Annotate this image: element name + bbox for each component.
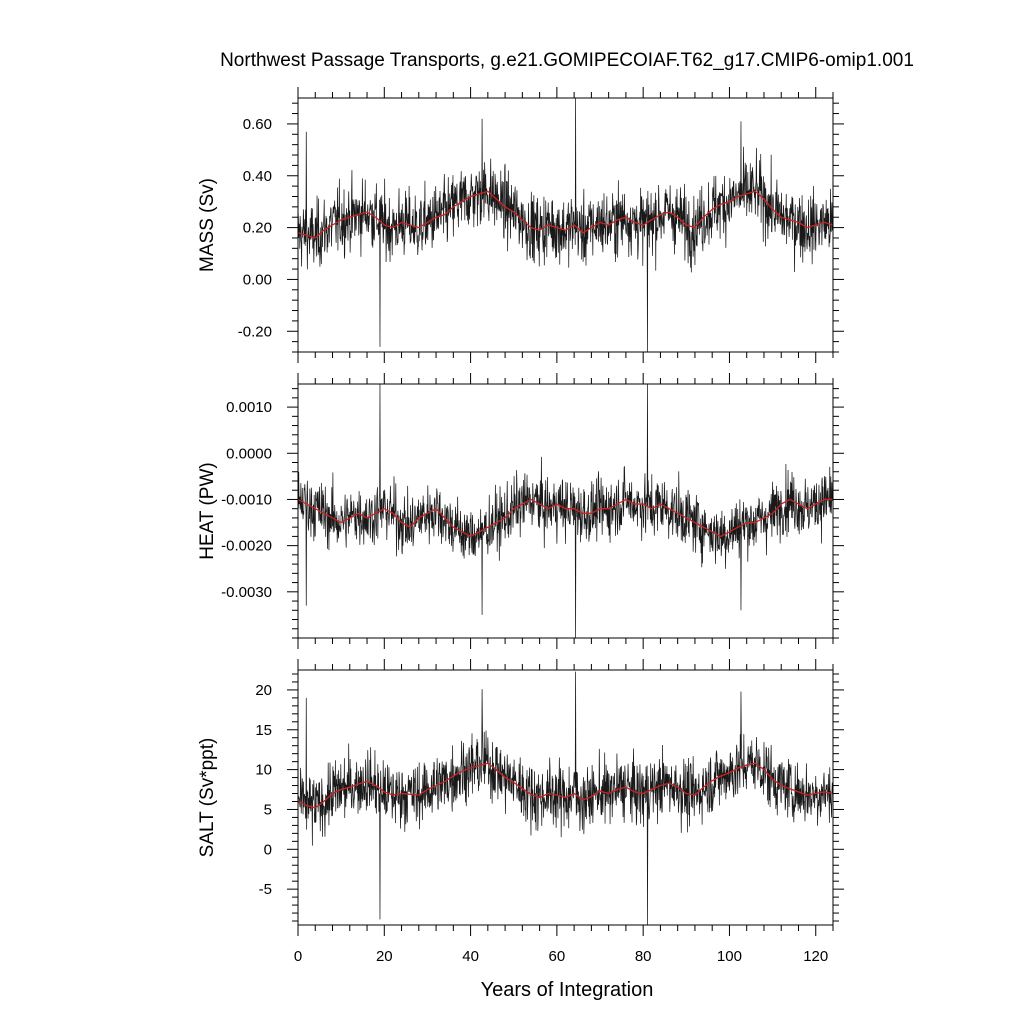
series-annual-mean-line [298,190,833,239]
y-tick-label: -0.0010 [221,491,272,508]
y-tick-label: 10 [255,762,272,779]
x-tick-label: 100 [717,948,742,965]
x-tick-label: 40 [462,948,479,965]
x-axis-label: Years of Integration [481,979,654,1001]
y-tick-label: -0.20 [238,323,272,340]
y-tick-label: 20 [255,682,272,699]
y-tick-label: 5 [264,801,272,818]
x-tick-label: 60 [549,948,566,965]
panel-2: 0.0010 0.0000 -0.0010 -0.0020 -0.0030 HEAT (P… [197,373,844,649]
chart-title: Northwest Passage Transports, g.e21.GOMI… [220,50,914,71]
panel-3: 20 15 10 5 0 -5 SALT (Sv*ppt) [197,659,844,936]
y-tick-label: -0.0030 [221,584,272,601]
y-tick-label: 0.0000 [226,445,272,462]
x-tick-label: 20 [376,948,393,965]
plot-frame [297,383,834,639]
series-monthly-line [298,671,833,925]
y-tick-label: 0.60 [243,116,272,133]
y-tick-label: 0.20 [243,220,272,237]
y-tick-label: 0.00 [243,271,272,288]
plot-frame [297,669,834,926]
series-annual-mean-line [298,762,833,809]
x-tick-label: 80 [635,948,652,965]
y-tick-label: 15 [255,722,272,739]
x-tick-label: 120 [803,948,828,965]
x-tick-label: 0 [294,948,302,965]
series-annual-mean-line [298,498,833,538]
y-tick-label: 0.0010 [226,399,272,416]
y-axis-label: MASS (Sv) [197,178,218,272]
y-tick-label: 0.40 [243,168,272,185]
series-monthly-line [298,98,833,352]
y-tick-label: -5 [259,881,272,898]
y-tick-label: -0.0020 [221,538,272,555]
series-monthly-line [298,384,833,638]
plot-frame [297,97,834,353]
panel-1: 0.60 0.40 0.20 0.00 -0.20 MASS (Sv) [197,87,844,363]
y-tick-label: 0 [264,841,272,858]
y-axis-label: SALT (Sv*ppt) [197,738,218,858]
y-axis-label: HEAT (PW) [197,462,218,559]
